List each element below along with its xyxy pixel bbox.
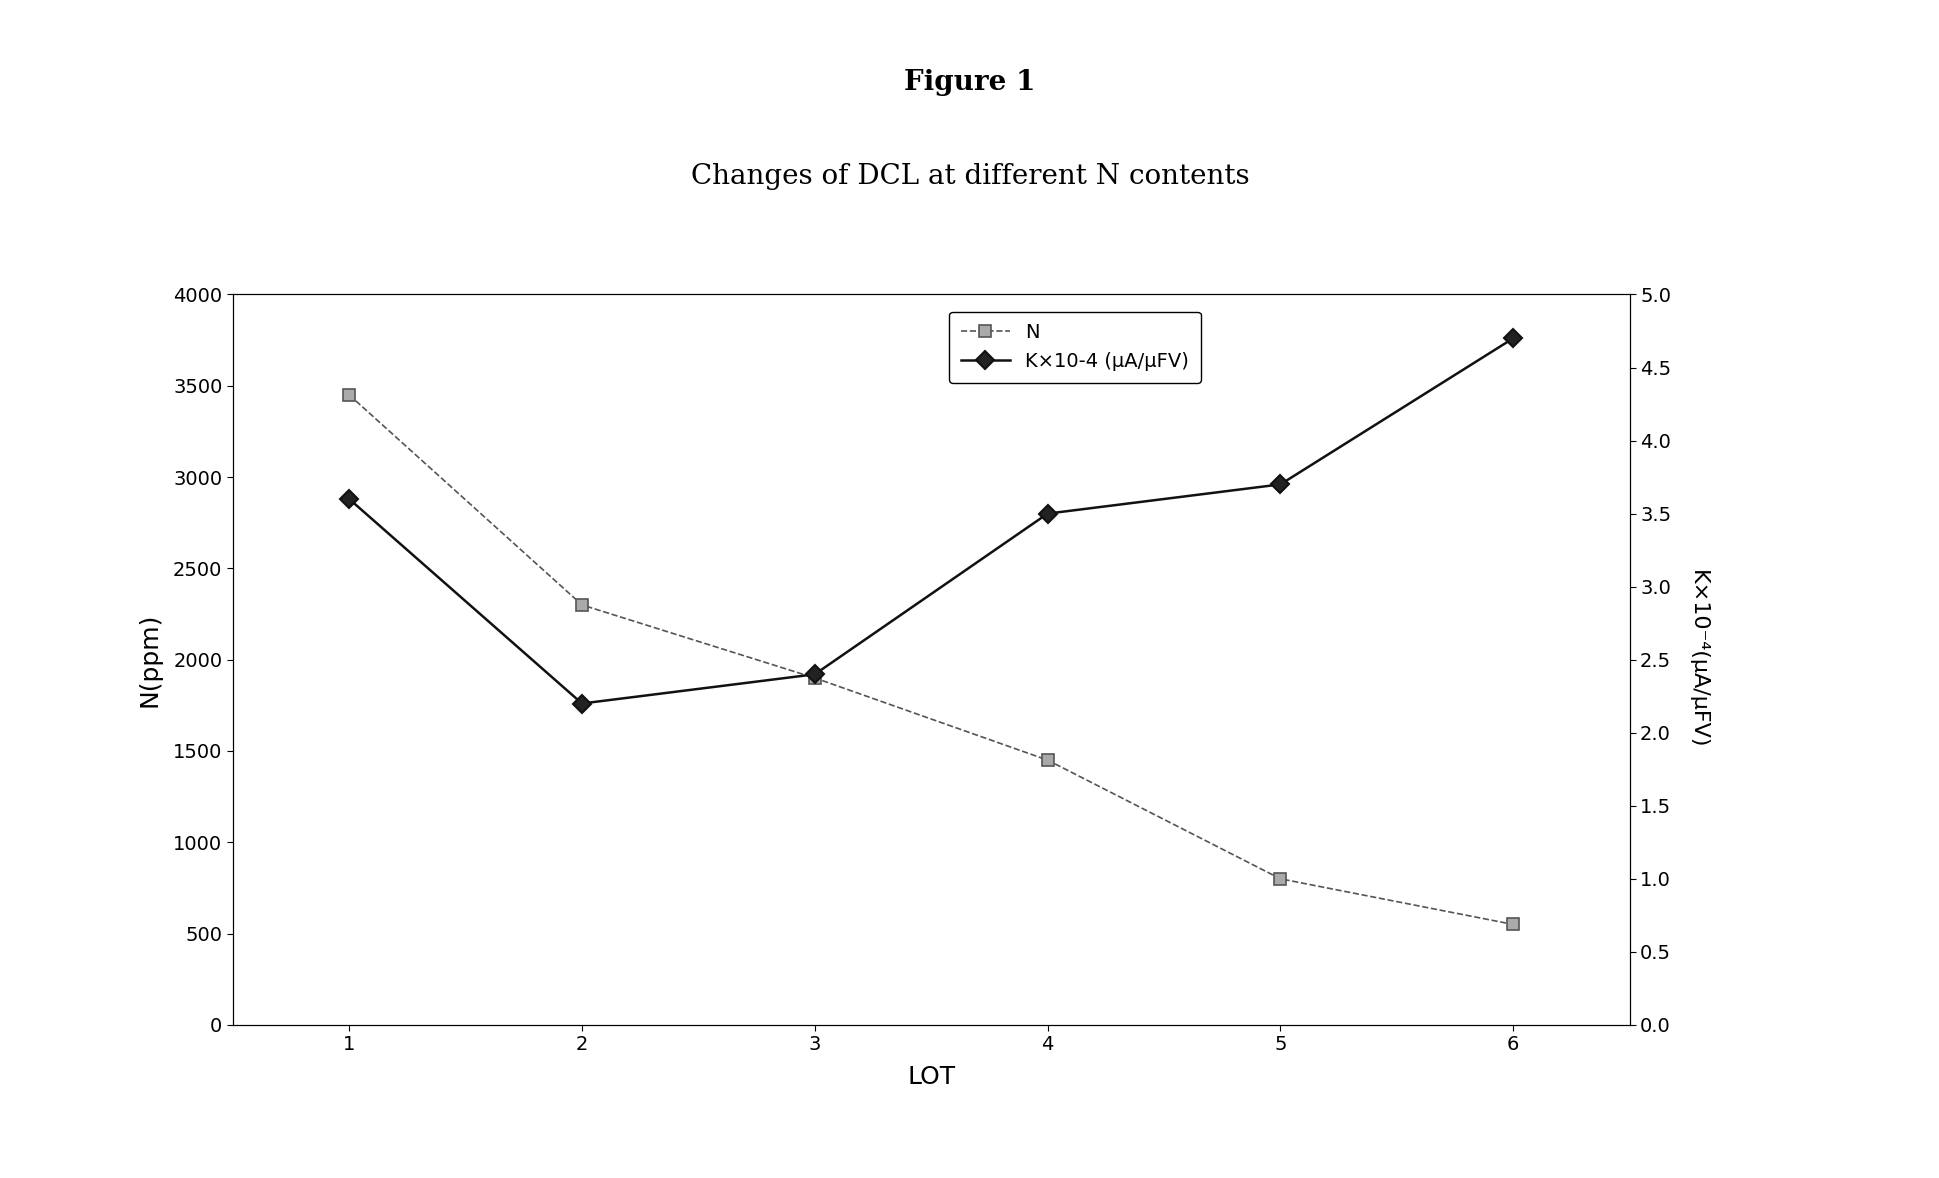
N	[1268, 872, 1291, 886]
Text: Figure 1: Figure 1	[904, 70, 1035, 95]
K×10-4 (μA/μFV)	[1501, 331, 1524, 345]
N	[1501, 918, 1524, 932]
K×10-4 (μA/μFV)	[803, 667, 826, 681]
K×10-4 (μA/μFV)	[1268, 477, 1291, 491]
Text: Changes of DCL at different N contents: Changes of DCL at different N contents	[690, 164, 1249, 190]
K×10-4 (μA/μFV)	[1035, 507, 1059, 521]
Line: K×10-4 (μA/μFV): K×10-4 (μA/μFV)	[343, 332, 1518, 710]
N	[803, 670, 826, 684]
Y-axis label: N(ppm): N(ppm)	[138, 613, 161, 707]
N	[570, 598, 593, 613]
Line: N: N	[343, 389, 1518, 931]
X-axis label: LOT: LOT	[907, 1065, 954, 1090]
N	[1035, 753, 1059, 767]
K×10-4 (μA/μFV)	[570, 696, 593, 710]
N	[337, 388, 361, 402]
Legend: N, K×10-4 (μA/μFV): N, K×10-4 (μA/μFV)	[948, 311, 1200, 383]
Y-axis label: K×10⁻⁴(μA/μFV): K×10⁻⁴(μA/μFV)	[1687, 570, 1706, 749]
K×10-4 (μA/μFV)	[337, 492, 361, 507]
